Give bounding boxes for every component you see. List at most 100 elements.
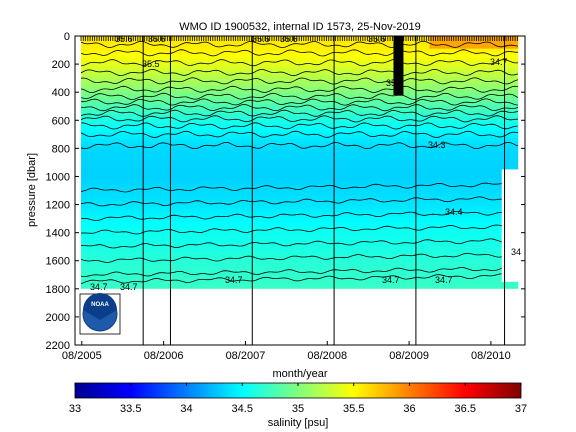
salinity-band [81,169,519,172]
contour-line [80,238,518,249]
salinity-band [81,165,519,168]
contour-label: 34.7 [90,282,108,292]
y-tick-label: 200 [52,59,70,71]
salinity-band [81,239,519,242]
salinity-band [81,125,519,128]
y-tick-label: 2200 [46,340,70,352]
salinity-band [81,78,519,81]
salinity-band [81,271,519,274]
salinity-band [81,141,519,144]
salinity-band [81,107,519,110]
salinity-band [81,144,519,147]
salinity-band [81,149,519,152]
chart-title: WMO ID 1900532, internal ID 1573, 25-Nov… [179,21,421,33]
salinity-band [81,37,519,40]
salinity-band [81,250,519,253]
salinity-band [81,145,519,148]
colorbar-tick-label: 37 [515,403,527,415]
salinity-band [81,40,519,43]
y-tick-label: 800 [52,143,70,155]
contour-label: 34.7 [382,275,400,285]
salinity-band [81,182,519,184]
salinity-band [81,69,519,72]
salinity-band [81,221,519,224]
salinity-band [81,274,519,277]
salinity-band [81,235,519,238]
colorbar-tick-label: 36 [403,403,415,415]
salinity-band [81,186,519,189]
salinity-band [81,236,519,239]
salinity-band [81,208,519,211]
contour-label: 34.3 [428,140,446,150]
contour-line [80,98,518,106]
colorbar-tick-label: 33.5 [120,403,141,415]
salinity-band [81,225,519,228]
salinity-band [81,281,519,284]
salinity-band [81,245,519,248]
y-tick-label: 1000 [46,171,70,183]
contour-line [80,141,519,150]
salinity-band [81,198,519,201]
salinity-band [81,52,519,55]
salinity-band [81,243,519,246]
salinity-band [81,214,519,217]
contour-line [80,182,518,193]
plot-frame [74,35,526,346]
contour-line [80,92,519,100]
salinity-band [81,162,519,165]
salinity-band [81,76,519,79]
salinity-band [81,267,519,270]
colorbar-label: salinity [psu] [268,417,329,429]
salinity-band [81,58,519,61]
salinity-band [81,232,519,235]
salinity-band [81,92,519,95]
salinity-band [81,155,519,158]
contour-label: 34.7 [490,57,508,67]
salinity-band [81,120,519,123]
salinity-band [81,110,519,113]
salinity-band [81,128,519,131]
salinity-band [81,55,519,58]
salinity-band [81,65,519,68]
salinity-band [81,116,519,118]
salinity-band [81,218,519,221]
contour-line [80,77,519,85]
salinity-band [81,215,519,218]
salinity-band [81,255,519,258]
colorbar-tick-label: 36.5 [455,403,476,415]
contour-label: 35.2 [386,78,404,88]
salinity-band [81,114,519,117]
salinity-band [81,124,519,127]
salinity-band [81,99,519,102]
salinity-band [81,132,519,135]
noaa-logo-text: NOAA [91,302,109,308]
salinity-band [81,270,519,273]
salinity-band [81,57,519,59]
salinity-band [81,204,519,207]
salinity-band [81,113,519,116]
salinity-band [81,231,519,234]
salinity-band [81,109,519,111]
salinity-band [81,287,519,290]
salinity-band [81,38,519,41]
salinity-band [81,148,519,151]
salinity-band [81,100,519,103]
salinity-band [81,184,519,187]
salinity-band [81,266,519,269]
salinity-band [81,187,519,190]
salinity-band [81,85,519,88]
salinity-band [81,54,519,57]
salinity-band [81,222,519,225]
salinity-band [81,241,519,243]
salinity-band [81,90,519,93]
contour-label: 35.6 [148,34,166,44]
salinity-band [81,200,519,203]
x-tick-label: 08/2009 [389,350,429,362]
salinity-band [81,73,519,76]
salinity-band [81,217,519,220]
salinity-band [81,59,519,62]
y-tick-label: 1600 [46,256,70,268]
dense-contour-band [393,36,404,95]
salinity-band [81,246,519,249]
salinity-band [81,153,519,156]
